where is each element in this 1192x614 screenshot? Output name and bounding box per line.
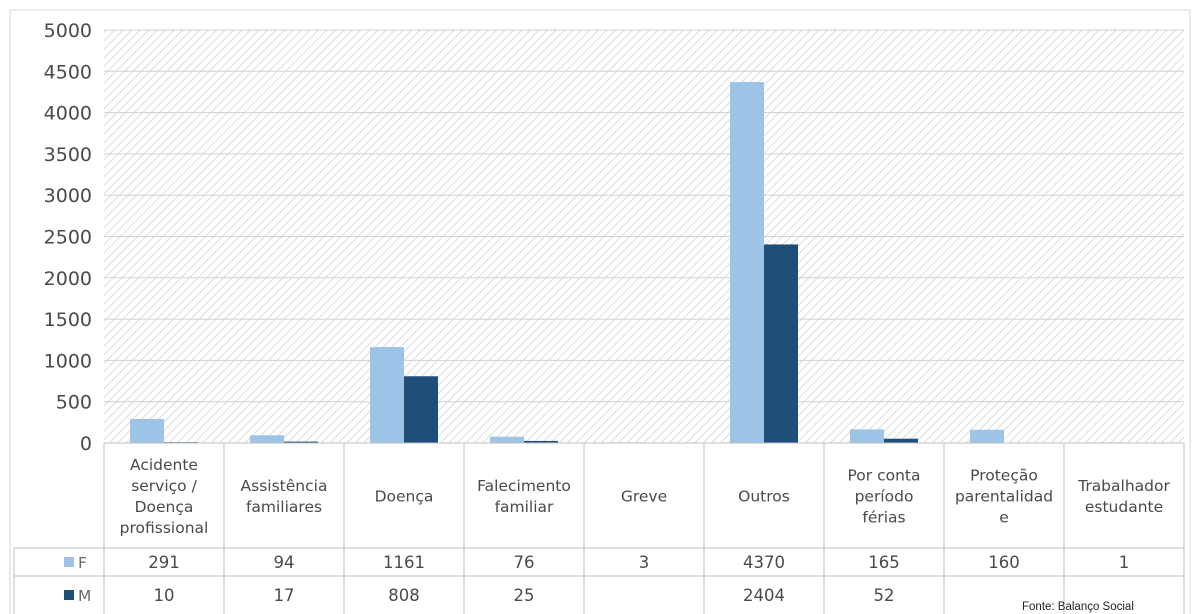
bar-M-3 (524, 440, 558, 443)
data-label-M: 52 (874, 586, 895, 605)
y-axis-tick-labels: 0 500 1000 1500 2000 2500 3000 3500 4000 4500 5000 (44, 20, 92, 455)
data-label-F: 1161 (383, 553, 425, 572)
chart-frame (9, 9, 1191, 614)
category-label: Por conta período férias (848, 467, 921, 527)
bar-F-7 (970, 429, 1004, 443)
data-label-M: 25 (514, 586, 535, 605)
data-label-F: 1 (1119, 553, 1130, 572)
bar-F-1 (250, 435, 284, 443)
bar-M-6 (884, 438, 918, 443)
data-label-F: 4370 (743, 553, 785, 572)
y-tick-label: 4500 (44, 61, 92, 83)
data-label-F: 94 (274, 553, 295, 572)
y-tick-label: 0 (80, 433, 92, 455)
legend-swatch-M (64, 590, 74, 600)
y-tick-label: 1000 (44, 350, 92, 372)
y-tick-label: 3500 (44, 144, 92, 166)
bars (130, 82, 1124, 444)
category-label: Doença (375, 488, 434, 506)
data-label-F: 76 (514, 553, 535, 572)
bar-F-2 (370, 347, 404, 443)
category-label: Assistência familiares (241, 477, 328, 516)
data-label-F: 160 (988, 553, 1020, 572)
category-label: Outros (738, 488, 790, 506)
bar-M-2 (404, 376, 438, 443)
data-label-F: 3 (639, 553, 650, 572)
bar-F-0 (130, 418, 164, 443)
bar-F-3 (490, 436, 524, 443)
category-label: Greve (621, 488, 667, 506)
data-label-M: 2404 (743, 586, 785, 605)
category-label: Trabalhador estudante (1077, 477, 1170, 516)
y-tick-label: 1500 (44, 309, 92, 331)
y-tick-label: 500 (56, 392, 92, 414)
y-tick-label: 4000 (44, 103, 92, 125)
y-tick-label: 3000 (44, 185, 92, 207)
data-label-M: 10 (154, 586, 175, 605)
y-tick-label: 2500 (44, 227, 92, 249)
data-label-M: 17 (274, 586, 295, 605)
source-note: Fonte: Balanço Social (1022, 601, 1134, 613)
category-label: Proteção parentalidad e (955, 467, 1053, 527)
bar-M-5 (764, 244, 798, 443)
legend-swatch-F (64, 557, 74, 567)
bar-F-6 (850, 429, 884, 443)
bar-M-1 (284, 441, 318, 443)
data-label-M: 808 (388, 586, 420, 605)
category-label: Acidente serviço / Doença profissional (120, 456, 209, 537)
data-table: Acidente serviço / Doença profissional Assis… (13, 442, 1185, 614)
legend-label-F: F (78, 554, 87, 572)
category-label: Falecimento familiar (477, 477, 571, 516)
legend-label-M: M (78, 587, 91, 605)
data-label-F: 165 (868, 553, 900, 572)
bar-F-5 (730, 82, 764, 444)
y-tick-label: 5000 (44, 20, 92, 42)
y-tick-label: 2000 (44, 268, 92, 290)
data-label-F: 291 (148, 553, 180, 572)
